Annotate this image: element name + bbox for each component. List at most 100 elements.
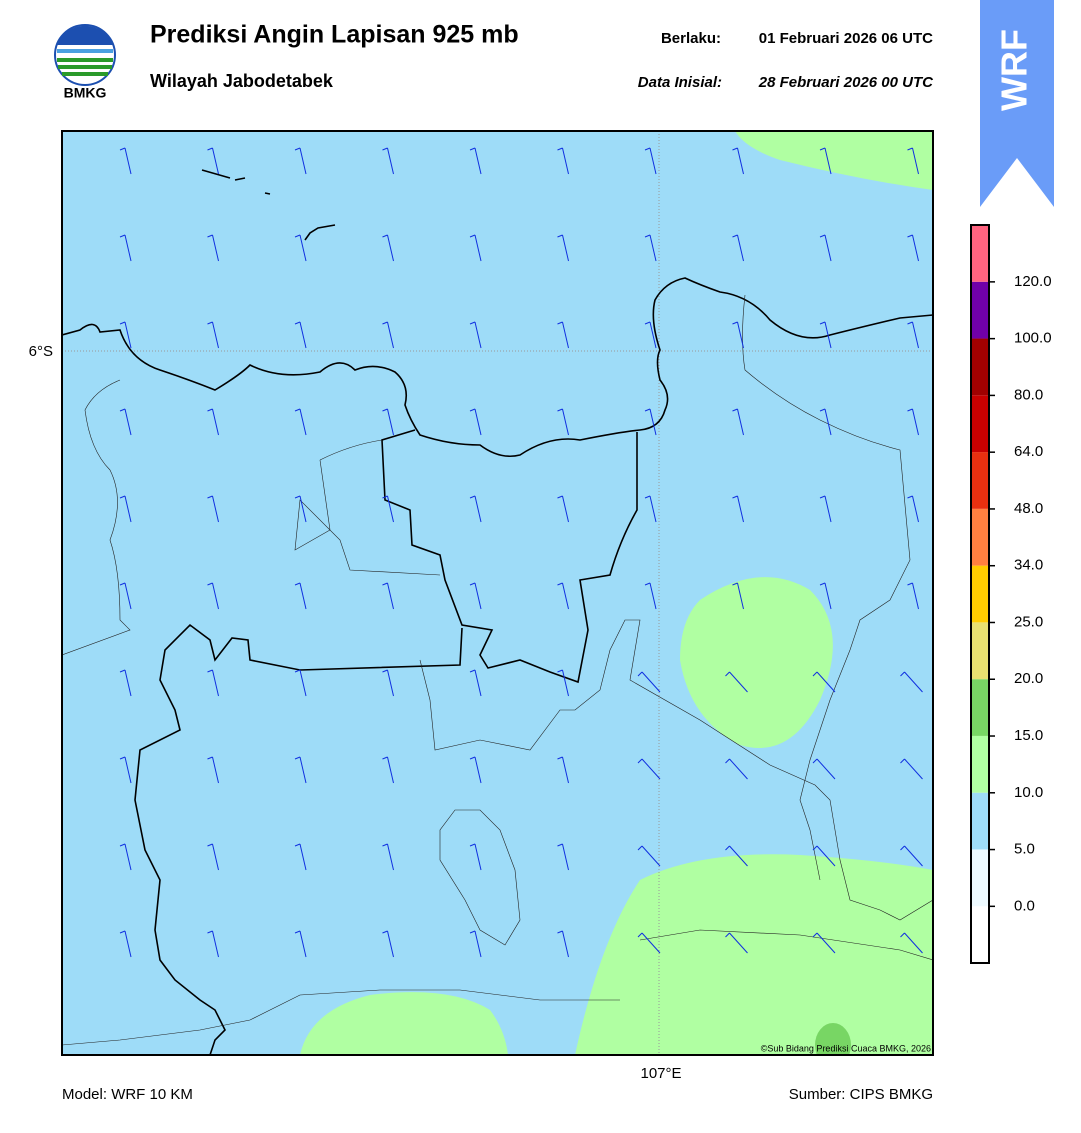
wind-barb: [119, 147, 132, 175]
wind-barb: [819, 147, 832, 175]
colorbar-segment: [971, 338, 989, 396]
wind-barb: [382, 408, 394, 436]
wind-barb: [812, 758, 836, 780]
wind-barb: [119, 669, 132, 697]
colorbar-segment: [971, 508, 989, 566]
wind-barb: [644, 321, 657, 349]
colorbar-frame: [970, 224, 990, 964]
wind-barb: [119, 756, 132, 784]
wind-barb: [294, 756, 307, 784]
title: Prediksi Angin Lapisan 925 mb: [150, 21, 519, 49]
wind-barb: [644, 582, 657, 610]
wind-barb: [119, 321, 132, 349]
wind-barb: [557, 408, 569, 436]
wind-barb: [382, 843, 394, 871]
wind-barb: [294, 147, 307, 175]
wind-barb: [294, 408, 307, 436]
wind-barb: [382, 495, 394, 523]
wind-barb: [557, 843, 569, 871]
wind-barb: [637, 671, 661, 693]
map: ©Sub Bidang Prediksi Cuaca BMKG, 2026: [62, 131, 933, 1055]
wind-barb: [819, 582, 832, 610]
wind-barb: [469, 321, 482, 349]
wind-barb: [469, 234, 482, 262]
colorbar-tick-label: 34.0: [1014, 557, 1043, 574]
wind-barb: [819, 321, 832, 349]
logo: BMKG: [54, 24, 116, 101]
wind-barb: [207, 321, 219, 349]
footer-model: Model: WRF 10 KM: [62, 1086, 193, 1103]
wind-barb: [907, 495, 919, 523]
wind-barb: [382, 147, 394, 175]
colorbar-segment: [971, 849, 989, 907]
colorbar-tick-label: 64.0: [1014, 443, 1043, 460]
wind-barb: [294, 234, 307, 262]
wind-barb: [207, 669, 219, 697]
colorbar-tick-label: 10.0: [1014, 784, 1043, 801]
colorbar-tick-label: 5.0: [1014, 841, 1035, 858]
wind-barb: [469, 582, 482, 610]
colorbar-tick-label: 25.0: [1014, 613, 1043, 630]
wind-barb: [469, 408, 482, 436]
wind-barb: [644, 408, 657, 436]
footer-source: Sumber: CIPS BMKG: [789, 1086, 933, 1103]
wind-barb: [907, 408, 919, 436]
valid-label: Berlaku:: [661, 30, 721, 47]
wind-barb: [907, 321, 919, 349]
colorbar-segment: [971, 735, 989, 793]
colorbar-segment: [971, 792, 989, 850]
init-label: Data Inisial:: [638, 74, 722, 91]
wind-barb: [119, 843, 132, 871]
wind-barb: [382, 234, 394, 262]
colorbar-tick-label: 15.0: [1014, 727, 1043, 744]
wind-barb: [907, 147, 919, 175]
wind-barb: [294, 582, 307, 610]
subtitle: Wilayah Jabodetabek: [150, 71, 334, 91]
wind-barb: [819, 408, 832, 436]
wind-barb: [469, 756, 482, 784]
wind-barb: [294, 669, 307, 697]
wind-barb: [812, 845, 836, 867]
wind-barb: [469, 147, 482, 175]
wind-barb: [294, 930, 307, 958]
wind-barb: [119, 408, 132, 436]
wind-barb: [557, 147, 569, 175]
lon-label: 107°E: [640, 1065, 681, 1082]
wind-barb: [557, 930, 569, 958]
colorbar-segment: [971, 452, 989, 509]
colorbar-tick-label: 20.0: [1014, 670, 1043, 687]
wind-barb: [207, 147, 219, 175]
wind-barb: [382, 582, 394, 610]
wind-barb: [637, 845, 661, 867]
colorbar-segment: [971, 395, 989, 453]
wind-barb: [207, 495, 219, 523]
wind-barb: [382, 756, 394, 784]
wind-barb: [819, 495, 832, 523]
wind-barb: [732, 147, 744, 175]
wind-barb: [119, 930, 132, 958]
colorbar-segment: [971, 622, 989, 680]
wind-barb: [207, 234, 219, 262]
wind-barb: [732, 321, 744, 349]
wind-barb: [207, 756, 219, 784]
wind-barb: [207, 930, 219, 958]
colorbar-tick-label: 120.0: [1014, 273, 1052, 290]
wind-barb: [469, 843, 482, 871]
wind-barb: [900, 845, 923, 867]
wind-barb: [907, 234, 919, 262]
wind-barb: [725, 845, 748, 867]
init-time: 28 Februari 2026 00 UTC: [758, 74, 934, 91]
wind-barb: [382, 321, 394, 349]
wind-barb: [207, 843, 219, 871]
colorbar-segment: [971, 281, 989, 339]
wind-barb: [637, 758, 661, 780]
wind-barb: [557, 669, 569, 697]
wind-barb: [900, 758, 923, 780]
wind-barb: [469, 930, 482, 958]
wind-barb: [119, 234, 132, 262]
wind-barb: [469, 669, 482, 697]
wind-barb: [294, 843, 307, 871]
wind-barb: [644, 234, 657, 262]
wind-barb: [900, 671, 923, 693]
